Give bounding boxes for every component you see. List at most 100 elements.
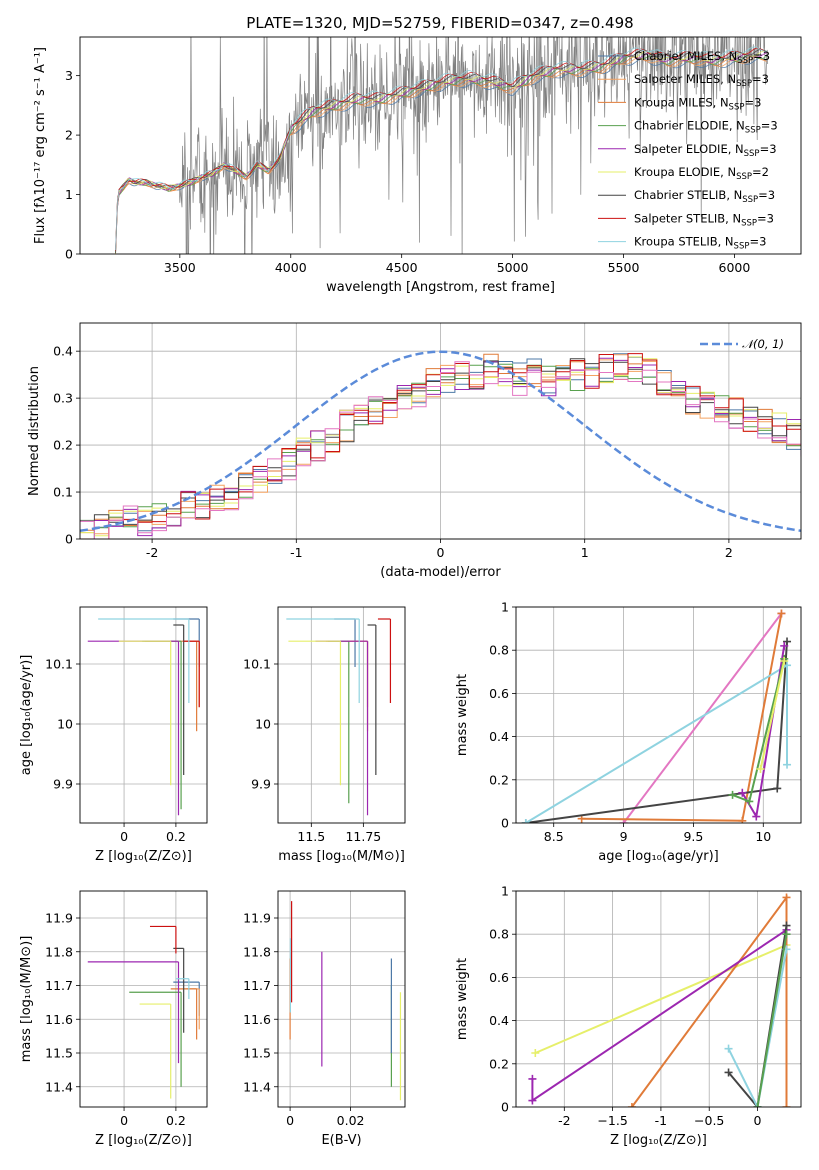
weight-marker xyxy=(782,1103,791,1107)
legend-entry: Chabrier ELODIE, NSSP=3 xyxy=(634,119,778,136)
y-tick-label: 0.2 xyxy=(489,772,509,787)
y-tick-label: 11.8 xyxy=(45,944,73,959)
y-tick-label: 0 xyxy=(65,247,73,262)
y-tick-label: 10 xyxy=(57,717,73,732)
weight-marker xyxy=(783,637,792,646)
weight-marker xyxy=(780,641,789,650)
normal-curve xyxy=(80,350,801,533)
histogram-chabrier-elodie xyxy=(80,363,801,529)
histogram-hist-extra xyxy=(80,361,801,539)
x-tick-label: -1 xyxy=(655,1113,667,1128)
y-tick-label: 11.4 xyxy=(45,1079,73,1094)
x-tick-label: 1 xyxy=(581,545,589,560)
axes-frame xyxy=(277,890,406,1108)
y-tick-label: 0.8 xyxy=(489,643,509,658)
y-tick-label: 3 xyxy=(65,68,73,83)
y-tick-label: 1 xyxy=(65,187,73,202)
x-tick-label: 4000 xyxy=(275,260,307,275)
spectrum-panel: 3500 4000 4500 5000 5500 6000 0 1 2 3 wavelength [… xyxy=(33,36,802,295)
x-tick-label: -1 xyxy=(290,545,302,560)
weight-marker xyxy=(627,1103,636,1107)
y-tick-label: 11.5 xyxy=(243,1046,271,1061)
legend-entry: Salpeter STELIB, NSSP=3 xyxy=(634,211,774,228)
residuals-panel: -2 -1 0 1 2 0 0.1 0.2 0.3 0.4 (data-model)/error No… xyxy=(27,322,802,580)
weight-marker xyxy=(745,797,754,806)
y-tick-label: 0.6 xyxy=(489,970,509,985)
observed-spectrum-line xyxy=(115,37,769,254)
weight-line-chabrier-elodie xyxy=(756,934,788,1107)
y-tick-label: 9.9 xyxy=(251,777,271,792)
x-tick-label: 10 xyxy=(755,829,771,844)
x-axis-label: Z [log₁₀(Z/Z⊙)] xyxy=(610,1133,707,1148)
x-tick-label: -2 xyxy=(146,545,158,560)
histogram-salpeter-stelib xyxy=(80,353,801,539)
legend-entry: Chabrier STELIB, NSSP=3 xyxy=(634,188,775,205)
weight-marker xyxy=(753,1103,762,1107)
histogram-chabrier-miles xyxy=(80,353,801,539)
mass_vs_Z-plot-area xyxy=(87,925,200,1099)
y-tick-label: 11.5 xyxy=(45,1046,73,1061)
mass_vs_ebv-panel: 0 0.02 11.4 11.5 11.6 11.7 11.8 11.9 E(B-V) xyxy=(243,890,406,1148)
x-tick-label: 3500 xyxy=(164,260,196,275)
x-tick-label: 0 xyxy=(437,545,445,560)
x-axis-label: Z [log₁₀(Z/Z⊙)] xyxy=(95,1133,192,1148)
histogram-salpeter-elodie xyxy=(80,357,801,537)
histogram-kroupa-miles xyxy=(80,353,801,531)
weight-marker xyxy=(738,788,747,797)
y-tick-label: 0.4 xyxy=(53,344,73,359)
weight-marker xyxy=(619,819,628,823)
x-tick-label: 11.5 xyxy=(297,829,325,844)
x-tick-label: 4500 xyxy=(386,260,418,275)
weight-marker xyxy=(528,1096,537,1105)
weight_vs_Z-panel: -2 −1.5 -1 −0.5 0 0 0.2 0.4 0.6 0.8 1 Z [log₁₀(Z/Z⊙… xyxy=(455,884,802,1148)
weight-marker xyxy=(782,930,791,939)
weight-line-kroupa-stelib xyxy=(727,949,788,1107)
legend-entry: Kroupa ELODIE, NSSP=2 xyxy=(634,165,769,182)
x-tick-label: 0 xyxy=(754,1113,762,1128)
y-tick-label: 0.2 xyxy=(489,1056,509,1071)
weight-marker xyxy=(782,893,791,902)
y-tick-label: 11.8 xyxy=(243,944,271,959)
axes-frame xyxy=(79,322,802,540)
y-tick-label: 0.6 xyxy=(489,686,509,701)
y-tick-label: 0 xyxy=(501,816,509,831)
x-tick-label: 0.2 xyxy=(166,829,186,844)
histogram-salpeter-miles xyxy=(80,354,801,535)
weight-marker xyxy=(780,657,789,665)
spectrum-plot-area xyxy=(115,37,769,254)
x-tick-label: 9 xyxy=(620,829,628,844)
weight-marker xyxy=(777,609,786,618)
x-tick-label: 9.5 xyxy=(683,829,703,844)
x-axis-label: mass [log₁₀(M/M⊙)] xyxy=(278,849,405,864)
weight-marker xyxy=(782,921,791,930)
legend-entry: Salpeter MILES, NSSP=3 xyxy=(634,72,769,89)
axes-frame xyxy=(79,36,802,255)
x-tick-label: 5500 xyxy=(608,260,640,275)
y-tick-label: 11.9 xyxy=(243,911,271,926)
axes-frame xyxy=(515,606,802,824)
y-tick-label: 0 xyxy=(65,532,73,547)
weight-line-kroupa-elodie xyxy=(759,660,786,770)
age_vs_mass-plot-area xyxy=(286,618,392,816)
x-tick-label: −1.5 xyxy=(597,1113,627,1128)
y-tick-label: 11.4 xyxy=(243,1079,271,1094)
y-tick-label: 10 xyxy=(255,717,271,732)
axes-frame xyxy=(79,606,208,824)
weight-marker xyxy=(783,760,792,769)
y-tick-label: 0.1 xyxy=(53,485,73,500)
x-axis-label: wavelength [Angstrom, rest frame] xyxy=(326,280,555,295)
charts-group: 3500 4000 4500 5000 5500 6000 0 1 2 3 wavelength [… xyxy=(19,36,802,1148)
weight-marker xyxy=(724,1068,733,1077)
x-tick-label: 2 xyxy=(725,545,733,560)
y-tick-label: 0.8 xyxy=(489,927,509,942)
weight-marker xyxy=(728,790,737,799)
y-tick-label: 0.2 xyxy=(53,438,73,453)
weight-line-kroupa-elodie xyxy=(534,944,787,1054)
y-tick-label: 1 xyxy=(501,600,509,615)
model-line-salpeter-stelib xyxy=(115,47,767,251)
figure-title: PLATE=1320, MJD=52759, FIBERID=0347, z=0… xyxy=(246,14,633,32)
model-line-kroupa-stelib xyxy=(115,46,767,251)
weight-marker xyxy=(738,816,747,823)
model-line-chabrier-stelib xyxy=(115,49,768,254)
